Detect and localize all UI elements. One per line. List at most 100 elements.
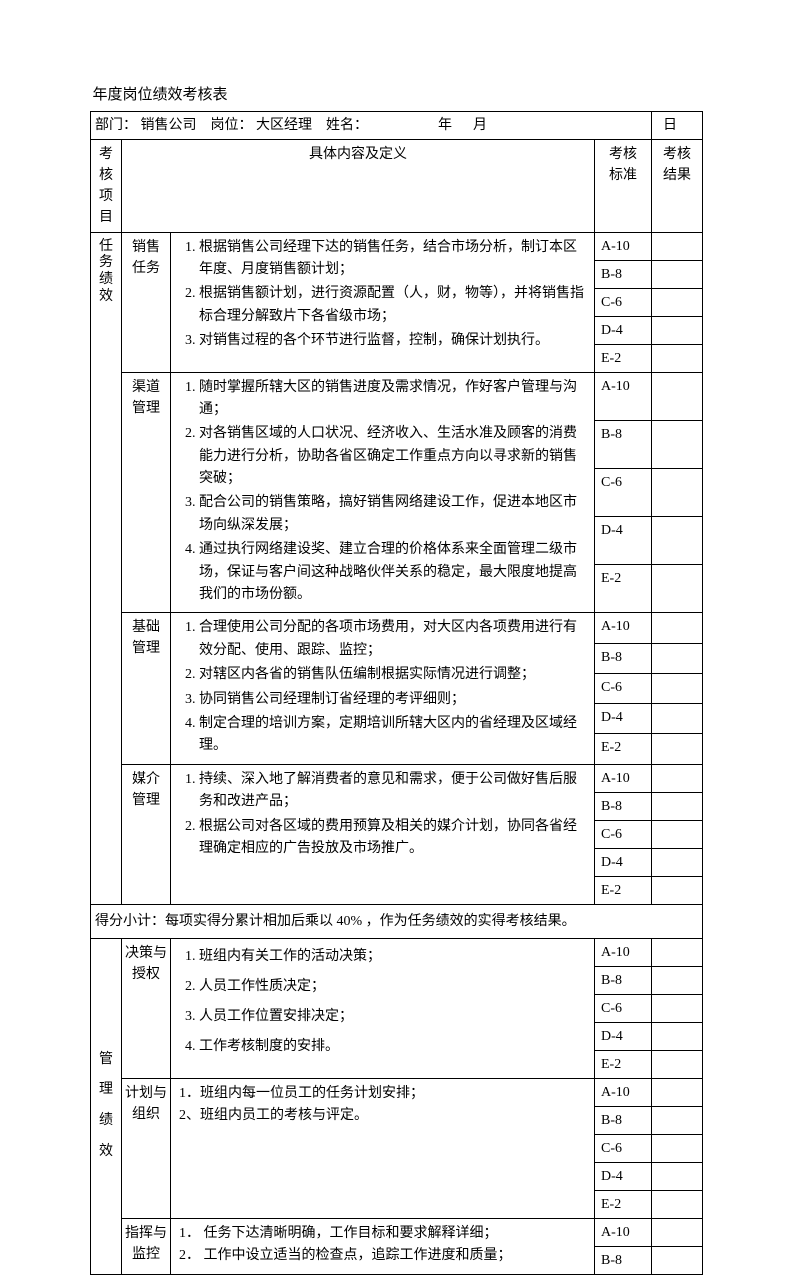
result-cell	[652, 820, 703, 848]
list-item: 对销售过程的各个环节进行监督，控制，确保计划执行。	[199, 330, 588, 352]
header-standard: 考核 标准	[595, 139, 652, 232]
result-cell	[652, 232, 703, 260]
grade-cell: E-2	[595, 734, 652, 764]
subcat-sales: 销售 任务	[122, 232, 171, 372]
position-label: 岗位：	[211, 118, 253, 133]
section2-name: 管理绩效	[91, 938, 122, 1274]
subcat-basic: 基础 管理	[122, 613, 171, 764]
result-cell	[652, 288, 703, 316]
grade-cell: D-4	[595, 316, 652, 344]
grade-cell: A-10	[595, 613, 652, 643]
result-cell	[652, 1078, 703, 1106]
content-command: 1． 任务下达清晰明确，工作目标和要求解释详细； 2． 工作中设立适当的检查点，…	[171, 1218, 595, 1274]
list-item: 协同销售公司经理制订省经理的考评细则；	[199, 689, 588, 711]
subcat-decision: 决策与 授权	[122, 938, 171, 1078]
result-cell	[652, 1106, 703, 1134]
appraisal-table: 年度岗位绩效考核表 部门： 销售公司 岗位： 大区经理 姓名： 年 月 日 考核…	[90, 80, 703, 1275]
list-item: 通过执行网络建设奖、建立合理的价格体系来全面管理二级市场，保证与客户间这种战略伙…	[199, 539, 588, 606]
list-item: 合理使用公司分配的各项市场费用，对大区内各项费用进行有效分配、使用、跟踪、监控；	[199, 617, 588, 662]
result-cell	[652, 420, 703, 468]
grade-cell: C-6	[595, 820, 652, 848]
content-channel: 随时掌握所辖大区的销售进度及需求情况，作好客户管理与沟通； 对各销售区域的人口状…	[171, 372, 595, 613]
result-cell	[652, 1134, 703, 1162]
grade-cell: A-10	[595, 1218, 652, 1246]
grade-cell: B-8	[595, 1106, 652, 1134]
grade-cell: E-2	[595, 1190, 652, 1218]
content-decision: 班组内有关工作的活动决策； 人员工作性质决定； 人员工作位置安排决定； 工作考核…	[171, 938, 595, 1078]
grade-cell: B-8	[595, 1246, 652, 1274]
list-item: 工作考核制度的安排。	[199, 1033, 588, 1061]
day-label: 日	[663, 118, 677, 133]
dept-label: 部门：	[95, 118, 137, 133]
subcat-plan: 计划与 组织	[122, 1078, 171, 1218]
grade-cell: A-10	[595, 764, 652, 792]
subcat-command: 指挥与 监控	[122, 1218, 171, 1274]
grade-cell: A-10	[595, 1078, 652, 1106]
grade-cell: A-10	[595, 938, 652, 966]
month-label: 月	[473, 118, 487, 133]
grade-cell: D-4	[595, 517, 652, 565]
grade-cell: C-6	[595, 994, 652, 1022]
result-cell	[652, 704, 703, 734]
result-cell	[652, 344, 703, 372]
result-cell	[652, 1246, 703, 1274]
result-cell	[652, 1022, 703, 1050]
section1-name: 任务绩效	[91, 232, 122, 904]
grade-cell: C-6	[595, 468, 652, 516]
subcat-media: 媒介 管理	[122, 764, 171, 904]
result-cell	[652, 792, 703, 820]
result-cell	[652, 643, 703, 673]
result-cell	[652, 734, 703, 764]
list-item: 随时掌握所辖大区的销售进度及需求情况，作好客户管理与沟通；	[199, 377, 588, 422]
result-cell	[652, 848, 703, 876]
list-item: 班组内有关工作的活动决策；	[199, 943, 588, 971]
grade-cell: C-6	[595, 288, 652, 316]
result-cell	[652, 1190, 703, 1218]
grade-cell: E-2	[595, 1050, 652, 1078]
content-sales: 根据销售公司经理下达的销售任务，结合市场分析，制订本区年度、月度销售额计划； 根…	[171, 232, 595, 372]
grade-cell: D-4	[595, 1022, 652, 1050]
header-result: 考核 结果	[652, 139, 703, 232]
grade-cell: B-8	[595, 966, 652, 994]
header-content: 具体内容及定义	[122, 139, 595, 232]
result-cell	[652, 372, 703, 420]
result-cell	[652, 260, 703, 288]
position-value: 大区经理	[256, 118, 312, 133]
year-label: 年	[438, 118, 452, 133]
grade-cell: B-8	[595, 792, 652, 820]
result-cell	[652, 938, 703, 966]
grade-cell: B-8	[595, 643, 652, 673]
result-cell	[652, 764, 703, 792]
grade-cell: E-2	[595, 876, 652, 904]
dept-value: 销售公司	[141, 118, 197, 133]
result-cell	[652, 468, 703, 516]
grade-cell: D-4	[595, 704, 652, 734]
day-cell: 日	[652, 111, 703, 139]
grade-cell: C-6	[595, 1134, 652, 1162]
list-item: 配合公司的销售策略，搞好销售网络建设工作，促进本地区市场向纵深发展；	[199, 492, 588, 537]
result-cell	[652, 517, 703, 565]
result-cell	[652, 966, 703, 994]
grade-cell: A-10	[595, 232, 652, 260]
result-cell	[652, 613, 703, 643]
result-cell	[652, 1050, 703, 1078]
header-category: 考核 项目	[91, 139, 122, 232]
page-title: 年度岗位绩效考核表	[91, 80, 703, 111]
list-item: 根据销售额计划，进行资源配置（人，财，物等），并将销售指标合理分解致片下各省级市…	[199, 283, 588, 328]
list-item: 持续、深入地了解消费者的意见和需求，便于公司做好售后服务和改进产品；	[199, 769, 588, 814]
result-cell	[652, 1218, 703, 1246]
list-item: 根据销售公司经理下达的销售任务，结合市场分析，制订本区年度、月度销售额计划；	[199, 237, 588, 282]
grade-cell: A-10	[595, 372, 652, 420]
content-media: 持续、深入地了解消费者的意见和需求，便于公司做好售后服务和改进产品； 根据公司对…	[171, 764, 595, 904]
result-cell	[652, 316, 703, 344]
list-item: 对辖区内各省的销售队伍编制根据实际情况进行调整；	[199, 664, 588, 686]
grade-cell: D-4	[595, 1162, 652, 1190]
grade-cell: E-2	[595, 565, 652, 613]
list-item: 根据公司对各区域的费用预算及相关的媒介计划，协同各省经理确定相应的广告投放及市场…	[199, 816, 588, 861]
list-item: 制定合理的培训方案，定期培训所辖大区内的省经理及区域经理。	[199, 713, 588, 758]
subtotal-text: 得分小计：每项实得分累计相加后乘以 40% ，作为任务绩效的实得考核结果。	[91, 904, 703, 938]
list-item: 人员工作位置安排决定；	[199, 1003, 588, 1031]
grade-cell: B-8	[595, 260, 652, 288]
grade-cell: E-2	[595, 344, 652, 372]
name-label: 姓名：	[326, 118, 368, 133]
